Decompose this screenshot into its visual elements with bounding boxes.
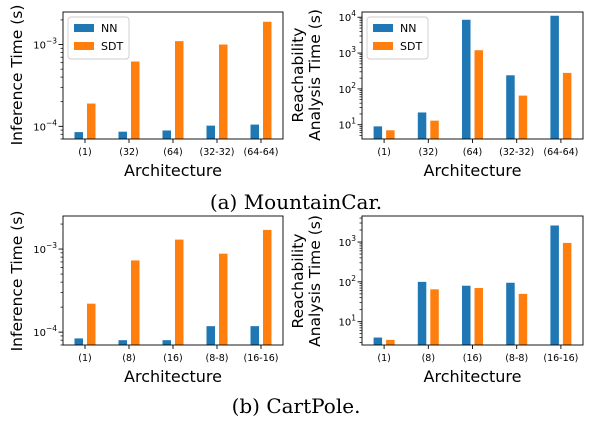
x-tick-label: (16) [463,353,483,364]
bar-sdt-2 [474,288,483,345]
bar-nn-0 [74,338,83,345]
chart-mc-reach: 101 102 103 104 (1) (32) (64) (32-32) (64-64) Arc… [289,9,584,180]
legend-swatch-sdt [373,42,393,50]
bar-sdt-1 [430,289,439,345]
y-tick-label: 103 [338,234,356,249]
bar-nn-4 [250,124,259,139]
axes-frame [361,215,584,346]
x-tick-label: (16) [163,353,183,364]
y-tick-label: 10−3 [33,241,57,256]
x-tick-label: (32) [419,147,439,158]
bar-sdt-2 [175,239,184,345]
chart-mc-inference: 10−4 10−3 (1) (32) (64) (32-32) (64-64) Archite… [8,5,284,180]
bar-sdt-2 [175,41,184,139]
axes-frame [62,215,284,346]
x-axis-label: Architecture [424,367,522,386]
x-tick-label: (1) [78,147,91,158]
x-tick-label: (32-32) [499,147,534,158]
x-tick-label: (8) [122,353,135,364]
x-tick-label: (1) [377,353,390,364]
bar-nn-3 [206,326,215,345]
caption-cartpole: (b) CartPole. [231,394,361,418]
chart-cp-inference: 10−4 10−3 (1) (8) (16) (8-8) (16-16) Architectu… [8,211,284,386]
bar-sdt-4 [562,72,572,139]
bar-sdt-0 [386,339,395,345]
y-tick-label: 102 [338,81,356,96]
x-axis-label: Architecture [124,367,222,386]
chart-cp-reach: 101 102 103 (1) (8) (16) (8-8) (16-16) Architect… [289,215,584,386]
bar-nn-2 [462,285,471,345]
bar-sdt-3 [219,253,228,345]
bar-sdt-4 [562,242,572,345]
x-tick-label: (64) [463,147,483,158]
legend-swatch-nn [74,24,94,32]
bar-nn-2 [162,340,171,345]
bar-sdt-1 [131,61,140,140]
axes-frame [361,11,584,140]
bar-nn-4 [550,15,559,139]
bar-sdt-4 [263,21,272,139]
x-tick-label: (8-8) [206,353,229,364]
y-tick-label: 101 [338,314,356,329]
bar-nn-1 [417,281,427,345]
y-tick-label: 103 [338,45,356,60]
x-tick-label: (64-64) [543,147,578,158]
y-tick-label: 104 [338,9,356,24]
legend-label-nn: NN [101,22,117,35]
y-tick-label: 10−4 [33,324,57,339]
bar-nn-3 [206,125,215,139]
y-axis-label: Inference Time (s) [8,5,26,146]
y-tick-label: 101 [338,117,356,132]
caption-mountaincar: (a) MountainCar. [209,190,383,214]
bar-sdt-3 [219,44,228,140]
bar-sdt-3 [518,293,528,345]
bar-sdt-1 [131,260,140,345]
x-tick-label: (32) [119,147,139,158]
x-tick-label: (32-32) [199,147,234,158]
y-axis-label: ReachabilityAnalysis Time (s) [289,215,324,347]
axes-frame [62,11,284,140]
x-tick-label: (64) [163,147,183,158]
bar-sdt-1 [430,120,439,139]
bar-nn-4 [550,225,559,345]
bar-sdt-0 [87,303,96,345]
y-tick-label: 102 [338,274,356,289]
bar-nn-2 [462,19,471,139]
bar-nn-1 [417,112,427,139]
x-axis-label: Architecture [424,161,522,180]
bar-nn-3 [506,75,515,139]
legend-swatch-sdt [74,42,94,50]
x-tick-label: (64-64) [243,147,278,158]
bar-nn-3 [506,282,515,345]
bar-nn-0 [373,126,383,139]
bar-sdt-0 [386,130,395,139]
bar-nn-4 [250,326,259,345]
bar-nn-0 [74,132,83,139]
y-tick-label: 10−4 [33,118,57,133]
bar-nn-1 [118,340,127,345]
x-axis-label: Architecture [124,161,222,180]
x-tick-label: (8-8) [505,353,528,364]
legend-swatch-nn [373,24,393,32]
x-tick-label: (1) [78,353,91,364]
x-tick-label: (8) [422,353,435,364]
y-axis-label: Inference Time (s) [8,211,26,352]
bar-sdt-0 [87,103,96,139]
x-tick-label: (1) [377,147,390,158]
y-axis-label: ReachabilityAnalysis Time (s) [289,9,324,141]
y-tick-label: 10−3 [33,37,57,52]
bar-sdt-2 [474,50,483,139]
legend-label-sdt: SDT [101,40,123,53]
bar-sdt-4 [263,229,272,345]
bar-nn-1 [118,131,127,139]
x-tick-label: (16-16) [243,353,278,364]
legend-label-nn: NN [400,22,416,35]
bar-nn-0 [373,337,383,345]
bar-nn-2 [162,130,171,139]
bar-sdt-3 [518,95,528,139]
legend-label-sdt: SDT [400,40,422,53]
x-tick-label: (16-16) [543,353,578,364]
